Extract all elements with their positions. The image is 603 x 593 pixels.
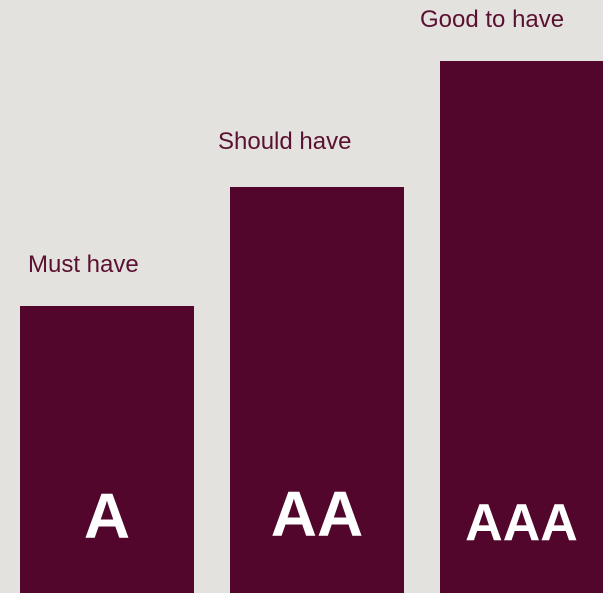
tier-bar-aa: AA: [230, 187, 404, 593]
tier-level-aaa: Good to have AAA: [420, 6, 603, 593]
tier-caption-should-have: Should have: [218, 128, 352, 155]
tier-caption-good-to-have: Good to have: [420, 6, 565, 33]
tier-bar-a: A: [20, 306, 194, 593]
tier-caption-must-have: Must have: [28, 251, 139, 278]
tier-bar-aaa: AAA: [440, 61, 603, 593]
tier-level-label-aaa: AAA: [465, 494, 578, 552]
tier-level-a: Must have A: [20, 251, 194, 593]
tier-level-label-a: A: [83, 480, 131, 552]
tier-level-label-aa: AA: [270, 478, 364, 550]
tier-level-aa: Should have AA: [218, 128, 404, 593]
